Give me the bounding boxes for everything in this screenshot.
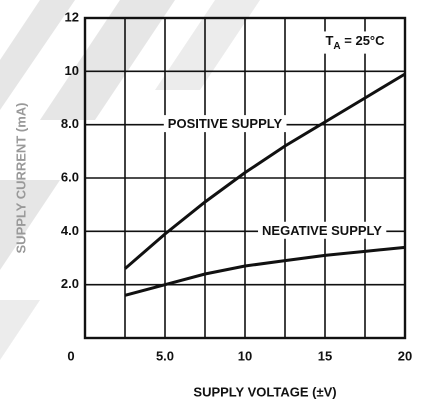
watermark	[0, 180, 60, 270]
data-line	[124, 72, 406, 270]
x-tick-label: 15	[318, 348, 332, 363]
x-axis-label: SUPPLY VOLTAGE (±V)	[193, 384, 336, 399]
data-line	[124, 245, 406, 297]
watermark	[40, 0, 175, 120]
plot-frame	[83, 16, 407, 340]
y-tick-label: 2.0	[61, 276, 79, 291]
legend-label: NEGATIVE SUPPLY	[262, 223, 382, 238]
legend-background	[163, 115, 287, 133]
annotation-part: A	[333, 41, 340, 52]
annotation-background	[321, 31, 390, 54]
watermark	[155, 0, 260, 90]
watermark	[0, 300, 40, 360]
annotation: TA = 25°C	[325, 33, 385, 51]
y-tick-label: 6.0	[61, 169, 79, 184]
annotation-part: = 25°C	[341, 33, 385, 48]
annotation-part: T	[325, 33, 333, 48]
y-tick-label: 4.0	[61, 223, 79, 238]
y-tick-label: 10	[65, 63, 79, 78]
y-tick-label: 12	[65, 9, 79, 24]
x-tick-label: 5.0	[156, 348, 174, 363]
watermark	[0, 0, 75, 110]
legend-background	[258, 221, 387, 239]
x-tick-label: 20	[398, 348, 412, 363]
x-tick-label: 10	[238, 348, 252, 363]
legend-label: POSITIVE SUPPLY	[168, 116, 283, 131]
y-tick-label: 8.0	[61, 116, 79, 131]
x-tick-label: 0	[67, 348, 74, 363]
y-axis-label: SUPPLY CURRENT (mA)	[13, 103, 28, 254]
